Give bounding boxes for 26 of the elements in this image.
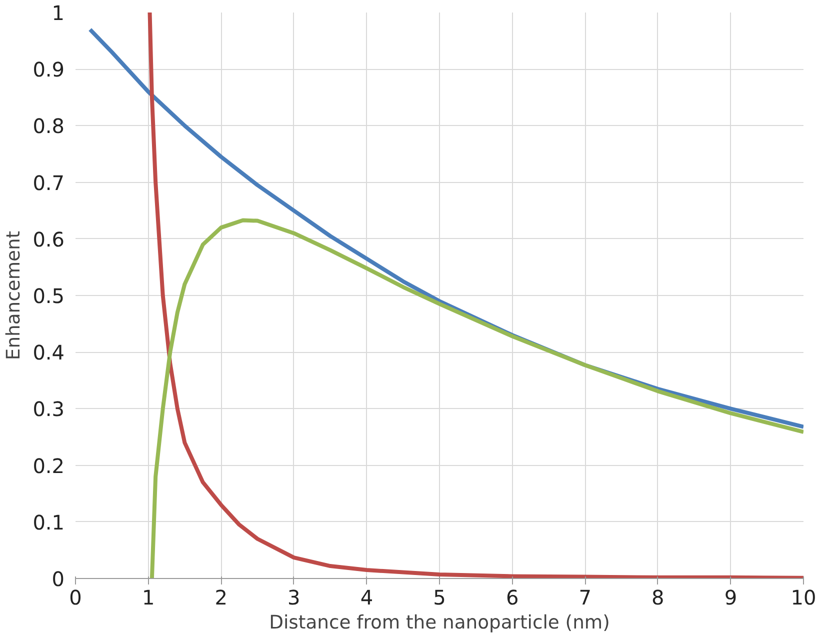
y-tick-label: 0.8 — [32, 114, 65, 138]
x-tick-label: 7 — [578, 586, 592, 610]
x-tick-label: 8 — [652, 586, 664, 610]
y-tick-label: 0.2 — [32, 454, 65, 478]
y-tick-label: 0.9 — [32, 58, 65, 82]
x-tick-label: 6 — [506, 586, 519, 610]
y-axis-title: Enhancement — [4, 230, 25, 360]
y-tick-label: 0.3 — [32, 397, 65, 422]
x-tick-label: 1 — [142, 586, 155, 610]
line-series — [150, 218, 804, 578]
x-tick-label: 4 — [360, 586, 374, 610]
y-tick-label: 1 — [52, 1, 65, 25]
y-tick-label: 0.6 — [32, 227, 65, 252]
x-axis-title: Distance from the nanoparticle (nm) — [269, 612, 610, 634]
y-tick-label: 0.1 — [32, 510, 65, 534]
y-tick-label: 0.5 — [32, 284, 65, 308]
x-tick-label: 10 — [790, 586, 816, 610]
x-tick-label: 3 — [288, 586, 300, 610]
x-tick-label: 9 — [724, 586, 738, 610]
x-tick-label: 2 — [214, 586, 228, 610]
line-series — [148, 12, 804, 578]
y-tick-label: 0 — [52, 567, 65, 591]
y-tick-label: 0.7 — [32, 170, 65, 195]
x-tick-label: 0 — [69, 586, 82, 610]
x-tick-label: 5 — [433, 586, 446, 610]
y-tick-label: 0.4 — [32, 340, 65, 365]
